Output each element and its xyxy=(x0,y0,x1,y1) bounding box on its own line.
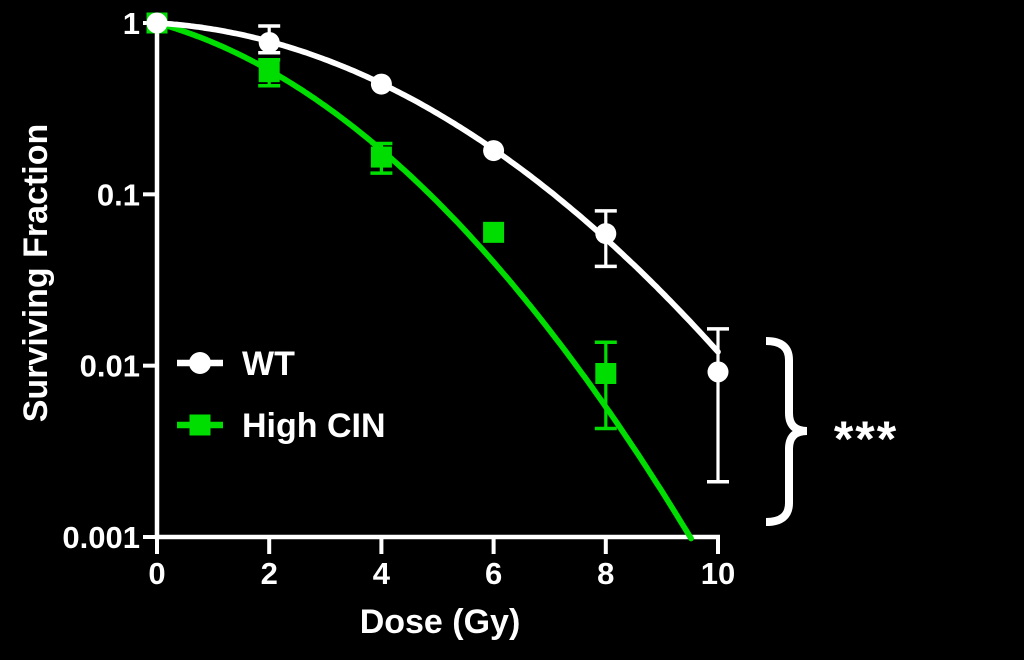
significance-stars: *** xyxy=(834,411,898,467)
fit-curve-wt xyxy=(154,20,721,355)
data-point-circle xyxy=(483,140,505,162)
y-tick-label: 0.001 xyxy=(62,520,140,555)
y-tick-label: 1 xyxy=(123,6,140,41)
data-point-circle xyxy=(370,73,392,95)
x-tick-label: 0 xyxy=(148,556,165,591)
x-tick-label: 6 xyxy=(485,556,502,591)
significance-brace xyxy=(765,337,808,526)
legend-marker-circle xyxy=(189,352,211,374)
legend-markers-layer xyxy=(177,352,223,436)
legend-label-high-cin: High CIN xyxy=(242,407,386,445)
x-tick-label: 8 xyxy=(597,556,614,591)
legend-marker-square xyxy=(189,414,211,436)
data-point-square xyxy=(595,362,617,384)
y-axis-title: Surviving Fraction xyxy=(17,124,55,423)
data-point-square xyxy=(483,221,505,243)
data-point-square xyxy=(370,146,392,168)
data-point-circle xyxy=(146,12,168,34)
x-axis-title: Dose (Gy) xyxy=(360,603,521,641)
x-tick-label: 10 xyxy=(701,556,735,591)
y-tick-label: 0.1 xyxy=(97,177,140,212)
fit-curve-high-cin xyxy=(154,20,694,542)
series-layer xyxy=(146,12,729,542)
data-point-square xyxy=(258,61,280,83)
legend-label-wt: WT xyxy=(242,345,295,383)
data-point-circle xyxy=(258,31,280,53)
x-tick-label: 2 xyxy=(261,556,278,591)
x-tick-label: 4 xyxy=(373,556,391,591)
data-point-circle xyxy=(707,361,729,383)
y-tick-label: 0.01 xyxy=(80,349,140,384)
data-point-circle xyxy=(595,223,617,245)
